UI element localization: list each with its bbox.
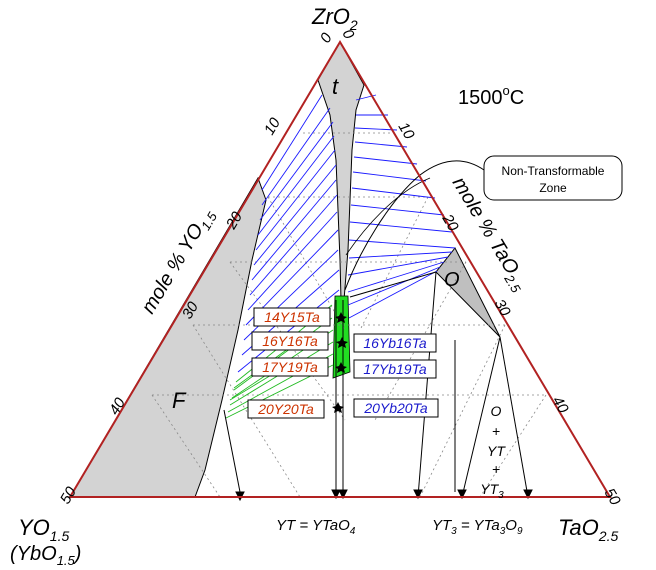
left-tick-0: 0 [317, 30, 336, 46]
comp-16y16ta: 16Y16Ta [262, 333, 318, 349]
callout-box [483, 155, 623, 201]
star-4 [332, 402, 344, 413]
temperature-label: 1500oC [458, 83, 524, 109]
svg-text:+: + [492, 461, 500, 477]
triangle-frame [68, 40, 612, 498]
three-phase-label: O + YT + YT3 [480, 403, 506, 501]
svg-text:+: + [492, 423, 500, 439]
comp-20yb20ta: 20Yb20Ta [363, 400, 428, 416]
callout-line-2: Zone [539, 181, 567, 195]
apex-top-label: ZrO2 [311, 4, 358, 33]
composition-arrows [223, 300, 533, 502]
svg-text:YT3: YT3 [480, 481, 504, 501]
orthorhombic-region [435, 247, 501, 338]
star-2 [336, 337, 348, 348]
fluorite-region [69, 176, 267, 498]
phase-f-label: F [172, 388, 187, 413]
o-tie-lines [349, 271, 529, 498]
y-composition-labels: 14Y15Ta 16Y16Ta 17Y19Ta 20Y20Ta [247, 307, 331, 419]
apex-left-label: YO1.5 [18, 515, 69, 544]
star-markers [332, 312, 348, 413]
star-1 [335, 312, 347, 323]
svg-text:YT: YT [487, 443, 506, 459]
yb-composition-labels: 16Yb16Ta 17Yb19Ta 20Yb20Ta [353, 333, 439, 418]
svg-text:O: O [491, 403, 502, 419]
comp-16yb16ta: 16Yb16Ta [363, 335, 427, 351]
right-tick-40: 40 [549, 393, 573, 417]
comp-17yb19ta: 17Yb19Ta [363, 361, 427, 377]
star-3 [335, 362, 347, 373]
apex-right-label: TaO2.5 [558, 515, 618, 544]
non-transformable-curve-2 [345, 177, 431, 256]
phase-o-label: O [444, 269, 460, 291]
left-tick-10: 10 [261, 114, 285, 138]
phase-t-label: t [332, 74, 339, 99]
comp-20y20ta: 20Y20Ta [257, 401, 314, 417]
yt-formula: YT = YTaO4 [276, 517, 356, 537]
apex-left-alt-label: (YbO1.5) [10, 543, 81, 568]
callout-line-1: Non-Transformable [502, 164, 605, 178]
yt3-formula: YT3 = YTa3O9 [432, 517, 523, 537]
comp-17y19ta: 17Y19Ta [262, 359, 318, 375]
comp-14y15ta: 14Y15Ta [264, 309, 320, 325]
non-transformable-curve-1 [344, 160, 485, 291]
